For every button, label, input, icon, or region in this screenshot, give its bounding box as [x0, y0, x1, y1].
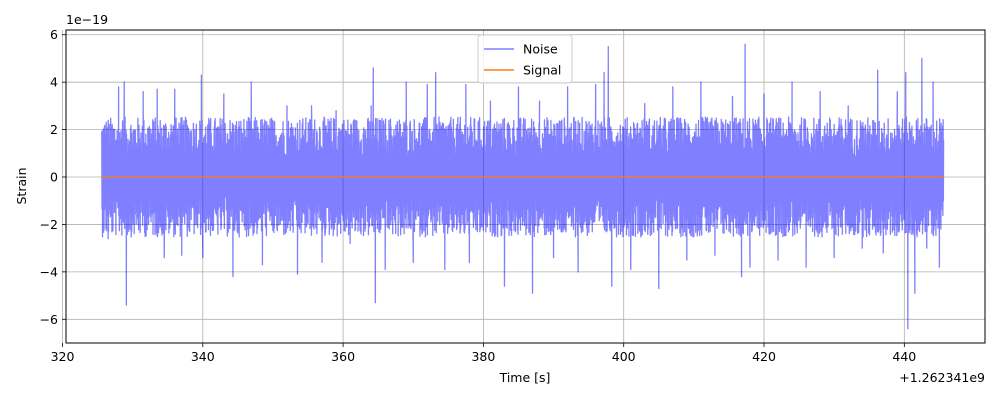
- x-tick-label: 380: [471, 349, 495, 364]
- legend-label-noise: Noise: [523, 42, 558, 57]
- x-tick-label: 400: [612, 349, 636, 364]
- plot-frame: [65, 29, 986, 344]
- y-tick-label: −6: [40, 312, 58, 327]
- series-layer: [101, 43, 945, 330]
- x-offset-label: +1.262341e9: [899, 370, 985, 385]
- y-tick-label: −4: [40, 264, 58, 279]
- legend-frame: [477, 34, 573, 84]
- plot-area: [101, 43, 945, 330]
- y-scale-label: 1e−19: [66, 12, 108, 27]
- series-noise-line: [101, 43, 945, 330]
- x-tick-label: 320: [51, 349, 75, 364]
- x-axis-label: Time [s]: [499, 370, 551, 385]
- x-tick-label: 360: [331, 349, 355, 364]
- y-axis-label: Strain: [14, 167, 29, 204]
- legend: Noise Signal: [477, 34, 573, 84]
- y-tick-label: 4: [50, 75, 58, 90]
- y-tick-label: −2: [40, 217, 58, 232]
- x-tick-label: 340: [191, 349, 215, 364]
- y-tick-label: 6: [50, 27, 58, 42]
- legend-label-signal: Signal: [523, 63, 561, 78]
- y-tick-label: 2: [50, 122, 58, 137]
- x-tick-label: 420: [752, 349, 776, 364]
- y-tick-label: 0: [50, 170, 58, 185]
- x-tick-label: 440: [892, 349, 916, 364]
- tick-layer: 320 340 360 380 400 420 440 −6 −4 −2 0 2 4 6: [40, 27, 917, 364]
